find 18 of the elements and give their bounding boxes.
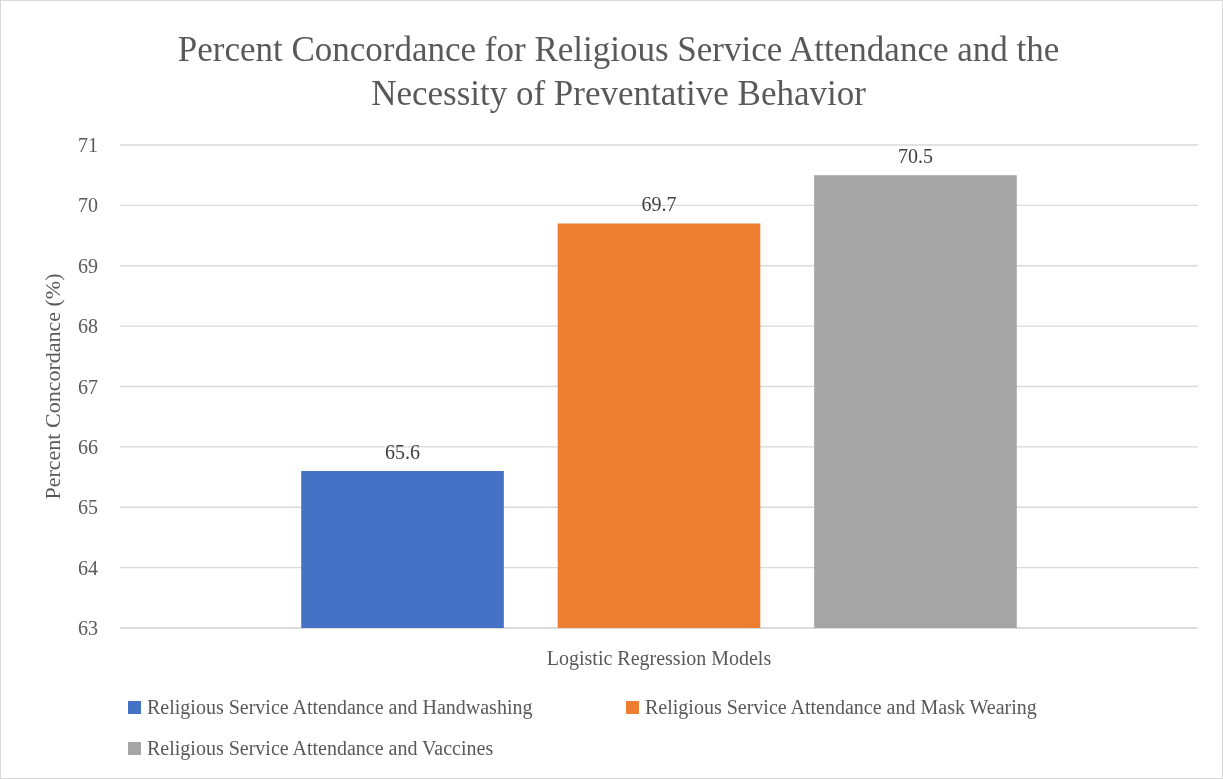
legend-label: Religious Service Attendance and Handwashing — [147, 696, 533, 719]
y-tick-label: 70 — [78, 194, 98, 217]
y-tick-label: 65 — [78, 496, 98, 519]
chart-title: Percent Concordance for Religious Service Attendance and the Necessity of Preventative Behavior — [177, 30, 1060, 113]
legend-label: Religious Service Attendance and Vaccines — [147, 737, 494, 760]
y-tick-label: 63 — [78, 617, 98, 639]
y-tick-label: 68 — [78, 315, 98, 338]
y-tick-label: 66 — [78, 435, 98, 458]
x-tick-label: Logistic Regression Models — [546, 647, 772, 670]
y-tick-label: 71 — [78, 134, 98, 156]
y-tick-label: 67 — [78, 375, 98, 398]
y-tick-label: 64 — [78, 556, 98, 579]
data-label: 69.7 — [641, 193, 677, 216]
y-axis-title: Percent Concordance (%) — [40, 273, 65, 500]
data-label: 70.5 — [897, 145, 933, 168]
data-label: 65.6 — [385, 441, 421, 464]
legend-label: Religious Service Attendance and Mask Wearing — [645, 696, 1037, 719]
y-tick-label: 69 — [78, 254, 98, 277]
